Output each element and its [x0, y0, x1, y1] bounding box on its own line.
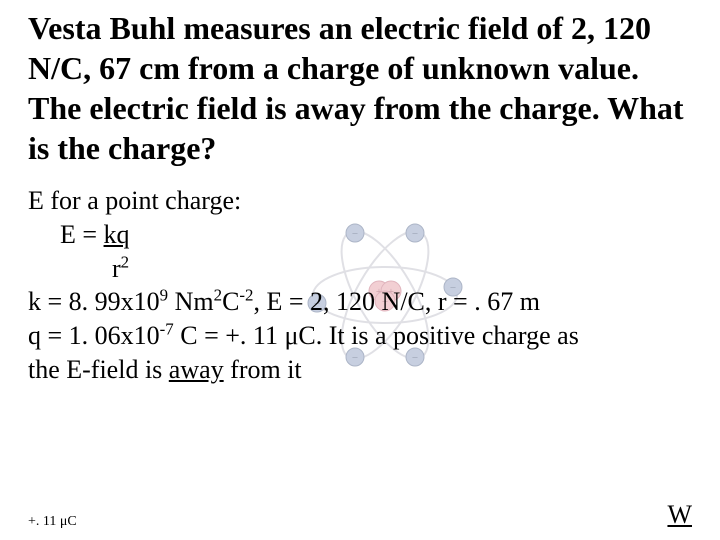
away-underline: away	[169, 355, 224, 384]
footer-answer: +. 11 μC	[28, 514, 77, 530]
line-result: q = 1. 06x10-7 C = +. 11 μC. It is a pos…	[28, 319, 692, 353]
e-eq-label: E =	[60, 220, 104, 249]
line-away: the E-field is away from it	[28, 353, 692, 387]
kq-numerator: kq	[104, 220, 130, 249]
line-r2: r2	[28, 252, 692, 286]
footer-link-w[interactable]: W	[667, 500, 692, 530]
problem-title: Vesta Buhl measures an electric field of…	[28, 8, 692, 168]
footer: +. 11 μC W	[28, 500, 692, 530]
r-exp: 2	[121, 252, 129, 271]
line-constants: k = 8. 99x109 Nm2C-2, E = 2, 120 N/C, r …	[28, 285, 692, 319]
line-e-point: E for a point charge:	[28, 184, 692, 218]
solution-body: E for a point charge: E = kq r2 k = 8. 9…	[28, 184, 692, 387]
line-e-kq: E = kq	[28, 218, 692, 252]
r-denom: r	[112, 254, 121, 283]
